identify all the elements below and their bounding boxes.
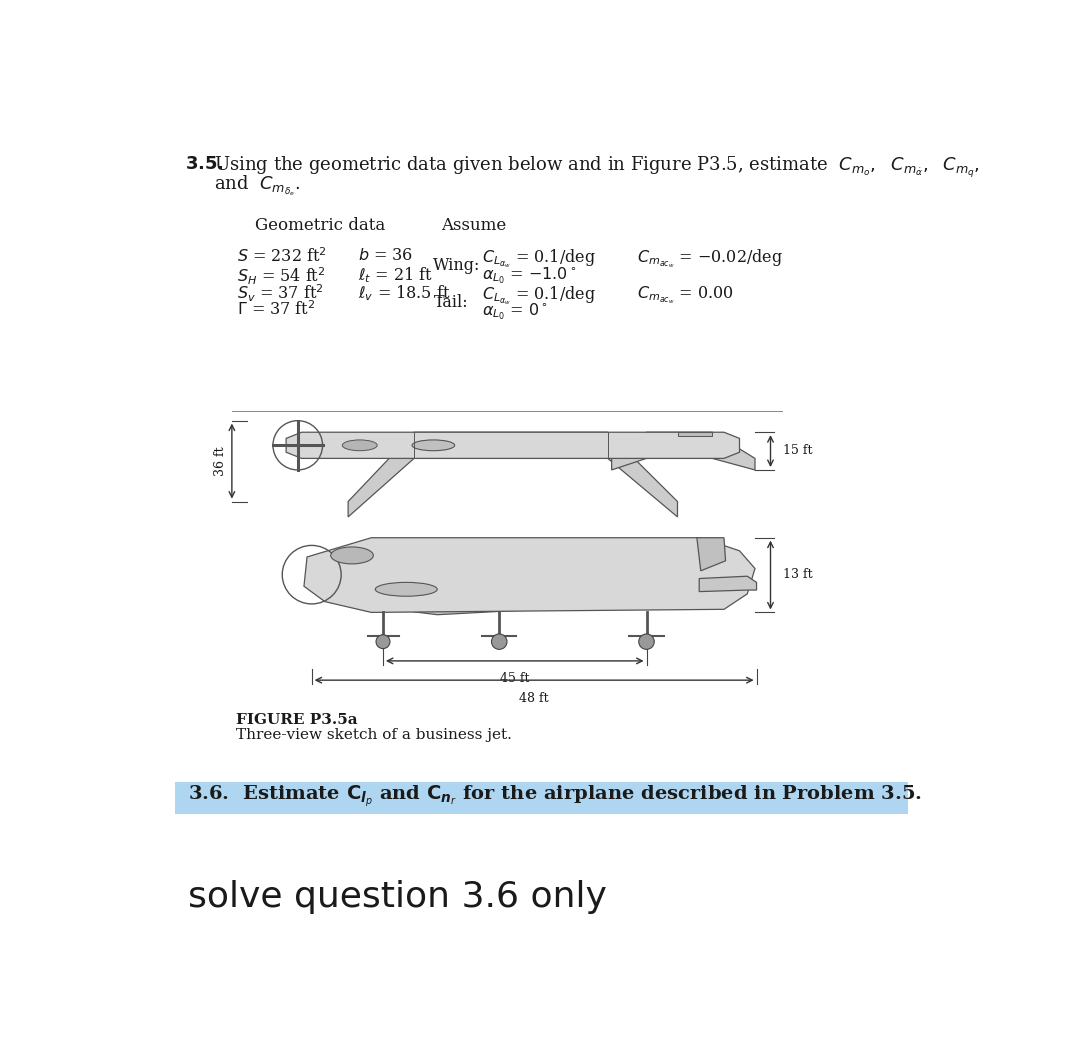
Text: $C_{m_{ac_w}}$ = 0.00: $C_{m_{ac_w}}$ = 0.00: [637, 284, 734, 306]
Text: $C_{L_{\alpha_w}}$ = 0.1/deg: $C_{L_{\alpha_w}}$ = 0.1/deg: [482, 247, 596, 270]
Polygon shape: [611, 432, 755, 470]
Circle shape: [638, 634, 654, 650]
Text: Geometric data: Geometric data: [255, 217, 386, 234]
Text: 15 ft: 15 ft: [783, 444, 812, 457]
Polygon shape: [699, 576, 757, 592]
Text: $\ell_v$ = 18.5 ft: $\ell_v$ = 18.5 ft: [359, 283, 450, 303]
Text: $\Gamma$ = 37 ft$^2$: $\Gamma$ = 37 ft$^2$: [238, 301, 315, 320]
Text: $\ell_t$ = 21 ft: $\ell_t$ = 21 ft: [359, 265, 433, 285]
Text: solve question 3.6 only: solve question 3.6 only: [188, 880, 607, 914]
Polygon shape: [374, 584, 677, 615]
Text: $\alpha_{L_0}$ = $0^\circ$: $\alpha_{L_0}$ = $0^\circ$: [482, 302, 548, 322]
Text: FIGURE P3.5a: FIGURE P3.5a: [235, 713, 357, 726]
Text: Assume: Assume: [441, 217, 507, 234]
Polygon shape: [286, 432, 740, 458]
Text: $S$ = 232 ft$^2$: $S$ = 232 ft$^2$: [238, 247, 327, 266]
Polygon shape: [677, 432, 713, 436]
Text: $C_{m_{ac_w}}$ = $-$0.02/deg: $C_{m_{ac_w}}$ = $-$0.02/deg: [637, 247, 783, 270]
Circle shape: [491, 634, 507, 650]
Ellipse shape: [375, 583, 437, 596]
Text: $S_H$ = 54 ft$^2$: $S_H$ = 54 ft$^2$: [238, 265, 326, 286]
Text: 48 ft: 48 ft: [519, 692, 549, 704]
Polygon shape: [697, 538, 726, 571]
Text: Using the geometric data given below and in Figure P3.5, estimate  $C_{m_o},$  $: Using the geometric data given below and…: [214, 155, 980, 180]
Text: $S_v$ = 37 ft$^2$: $S_v$ = 37 ft$^2$: [238, 283, 324, 304]
Text: Tail:: Tail:: [433, 293, 468, 310]
Text: $C_{L_{\alpha_w}}$ = 0.1/deg: $C_{L_{\alpha_w}}$ = 0.1/deg: [482, 284, 596, 306]
Text: Wing:: Wing:: [433, 258, 481, 275]
Ellipse shape: [342, 440, 377, 451]
Text: 36 ft: 36 ft: [214, 445, 227, 476]
Circle shape: [376, 635, 390, 649]
Polygon shape: [348, 432, 677, 517]
Text: $b$ = 36: $b$ = 36: [359, 247, 414, 264]
Text: $\alpha_{L_0}$ = $-1.0^\circ$: $\alpha_{L_0}$ = $-1.0^\circ$: [482, 265, 577, 286]
Polygon shape: [303, 538, 755, 612]
Ellipse shape: [330, 547, 374, 564]
Text: 13 ft: 13 ft: [783, 568, 812, 582]
Bar: [175, 782, 907, 814]
Text: 45 ft: 45 ft: [500, 673, 529, 685]
Text: $\mathbf{3.5.}$: $\mathbf{3.5.}$: [186, 155, 225, 173]
Text: and  $C_{m_{\delta_e}}.$: and $C_{m_{\delta_e}}.$: [214, 174, 300, 198]
Ellipse shape: [413, 440, 455, 451]
Text: Three-view sketch of a business jet.: Three-view sketch of a business jet.: [235, 728, 512, 742]
Text: 3.6.  Estimate $\mathbf{C}_{\boldsymbol{l}_p}$ and $\mathbf{C}_{\boldsymbol{n}_r: 3.6. Estimate $\mathbf{C}_{\boldsymbol{l…: [188, 783, 921, 809]
